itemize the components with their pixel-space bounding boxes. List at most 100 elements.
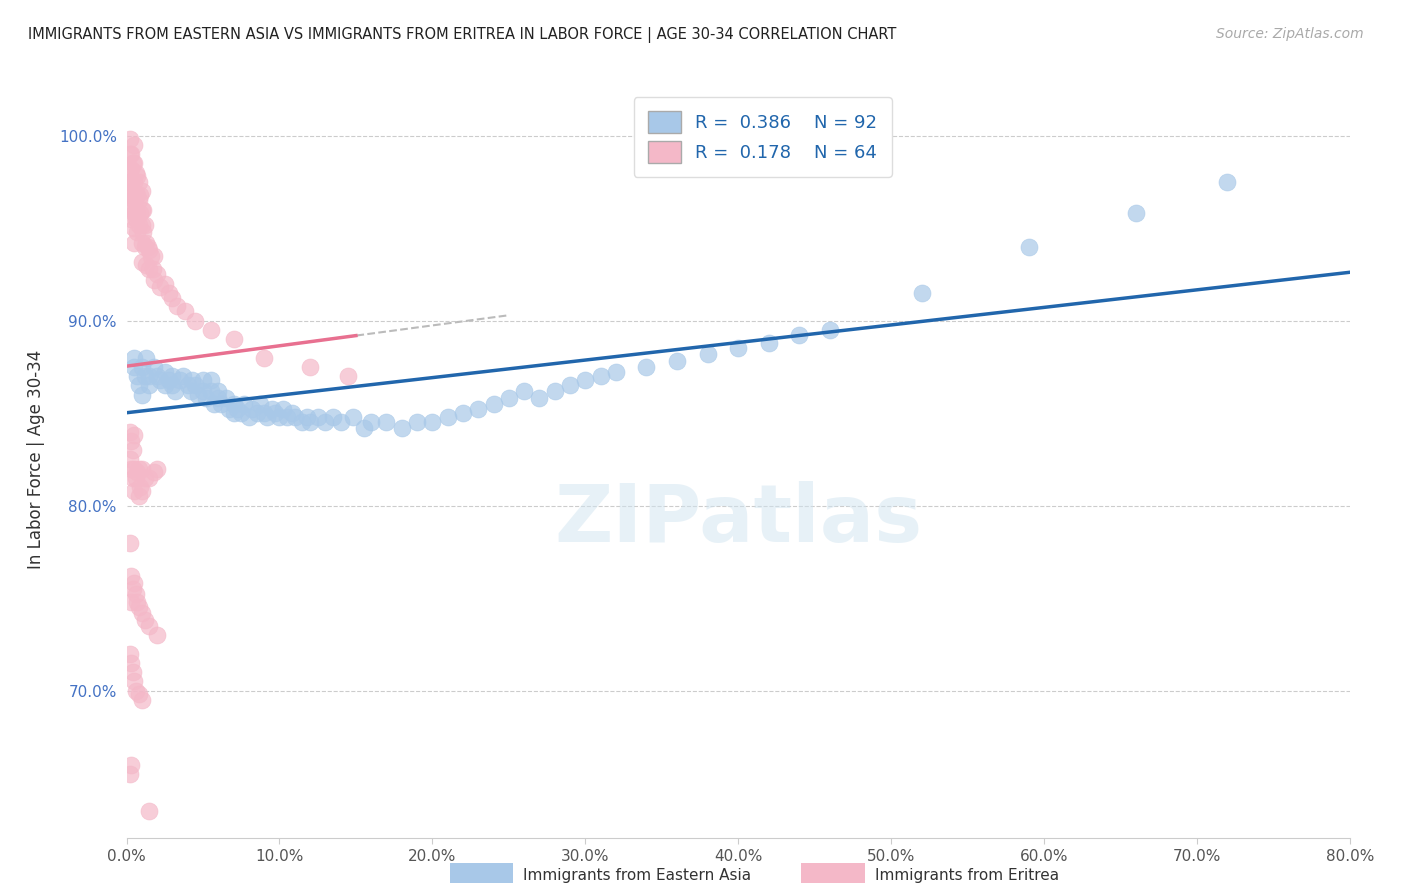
Point — [818, 323, 841, 337]
Point — [295, 409, 318, 424]
Point — [131, 218, 153, 232]
Point — [253, 406, 276, 420]
Point — [131, 184, 153, 198]
Point — [337, 369, 360, 384]
Point — [200, 384, 222, 398]
Point — [605, 366, 627, 380]
Point — [482, 397, 505, 411]
Point — [141, 261, 163, 276]
Y-axis label: In Labor Force | Age 30-34: In Labor Force | Age 30-34 — [27, 350, 45, 569]
Point — [222, 406, 245, 420]
Point — [391, 421, 413, 435]
Point — [127, 369, 149, 384]
Point — [120, 757, 142, 772]
Point — [131, 254, 153, 268]
Point — [118, 535, 141, 549]
Point — [118, 766, 141, 780]
Legend: R =  0.386    N = 92, R =  0.178    N = 64: R = 0.386 N = 92, R = 0.178 N = 64 — [634, 97, 891, 177]
Point — [165, 384, 187, 398]
Point — [122, 221, 145, 235]
Point — [125, 683, 148, 698]
Point — [121, 582, 143, 596]
Point — [498, 392, 520, 406]
Point — [375, 416, 398, 430]
Point — [253, 351, 276, 365]
Point — [162, 369, 184, 384]
Point — [146, 369, 169, 384]
Point — [125, 166, 148, 180]
Point — [195, 392, 218, 406]
Point — [132, 225, 155, 239]
Point — [127, 595, 149, 609]
Point — [131, 202, 153, 217]
Point — [146, 628, 169, 642]
Point — [120, 175, 142, 189]
Point — [128, 378, 150, 392]
Point — [134, 369, 156, 384]
Point — [131, 693, 153, 707]
Point — [122, 175, 145, 189]
Point — [120, 569, 142, 583]
Point — [122, 138, 145, 153]
Point — [153, 277, 176, 291]
Point — [143, 249, 166, 263]
Point — [181, 373, 204, 387]
Point — [149, 280, 172, 294]
Point — [256, 409, 278, 424]
Point — [173, 304, 195, 318]
Point — [134, 240, 156, 254]
Point — [128, 175, 150, 189]
Point — [200, 323, 222, 337]
Point — [513, 384, 536, 398]
Point — [120, 461, 142, 475]
Point — [263, 406, 285, 420]
Point — [131, 461, 153, 475]
Point — [128, 687, 150, 701]
Point — [451, 406, 474, 420]
Point — [218, 402, 240, 417]
Point — [121, 184, 143, 198]
Point — [120, 434, 142, 448]
Point — [187, 387, 209, 401]
Point — [249, 397, 271, 411]
Point — [131, 359, 153, 374]
Point — [131, 606, 153, 620]
Point — [118, 162, 141, 177]
Point — [139, 249, 162, 263]
Text: ZIPatlas: ZIPatlas — [554, 481, 922, 559]
Point — [138, 244, 160, 258]
Point — [127, 466, 149, 480]
Point — [574, 373, 596, 387]
Point — [143, 466, 166, 480]
Point — [558, 378, 581, 392]
Point — [329, 416, 352, 430]
Point — [269, 409, 291, 424]
Point — [121, 665, 143, 679]
Point — [122, 359, 145, 374]
Point — [120, 188, 142, 202]
Point — [146, 461, 169, 475]
Point — [128, 194, 150, 208]
Point — [129, 206, 152, 220]
Point — [138, 369, 160, 384]
Point — [125, 211, 148, 226]
Point — [284, 409, 307, 424]
Point — [260, 402, 283, 417]
Point — [153, 366, 176, 380]
Point — [162, 292, 184, 306]
Point — [360, 416, 382, 430]
Point — [180, 384, 202, 398]
Point — [121, 471, 143, 485]
Point — [143, 273, 166, 287]
Point — [162, 378, 184, 392]
Point — [131, 483, 153, 498]
Point — [157, 285, 180, 300]
Point — [177, 378, 200, 392]
Point — [125, 188, 148, 202]
Point — [121, 156, 143, 170]
Point — [143, 359, 166, 374]
Point — [120, 147, 142, 161]
Point — [120, 595, 142, 609]
Point — [120, 656, 142, 670]
Point — [121, 202, 143, 217]
